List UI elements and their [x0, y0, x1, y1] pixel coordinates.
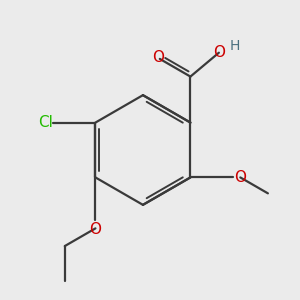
Text: O: O — [152, 50, 164, 64]
Text: O: O — [234, 170, 246, 185]
Text: H: H — [229, 39, 240, 53]
Text: O: O — [89, 222, 101, 237]
Text: Cl: Cl — [38, 115, 52, 130]
Text: O: O — [213, 45, 225, 60]
